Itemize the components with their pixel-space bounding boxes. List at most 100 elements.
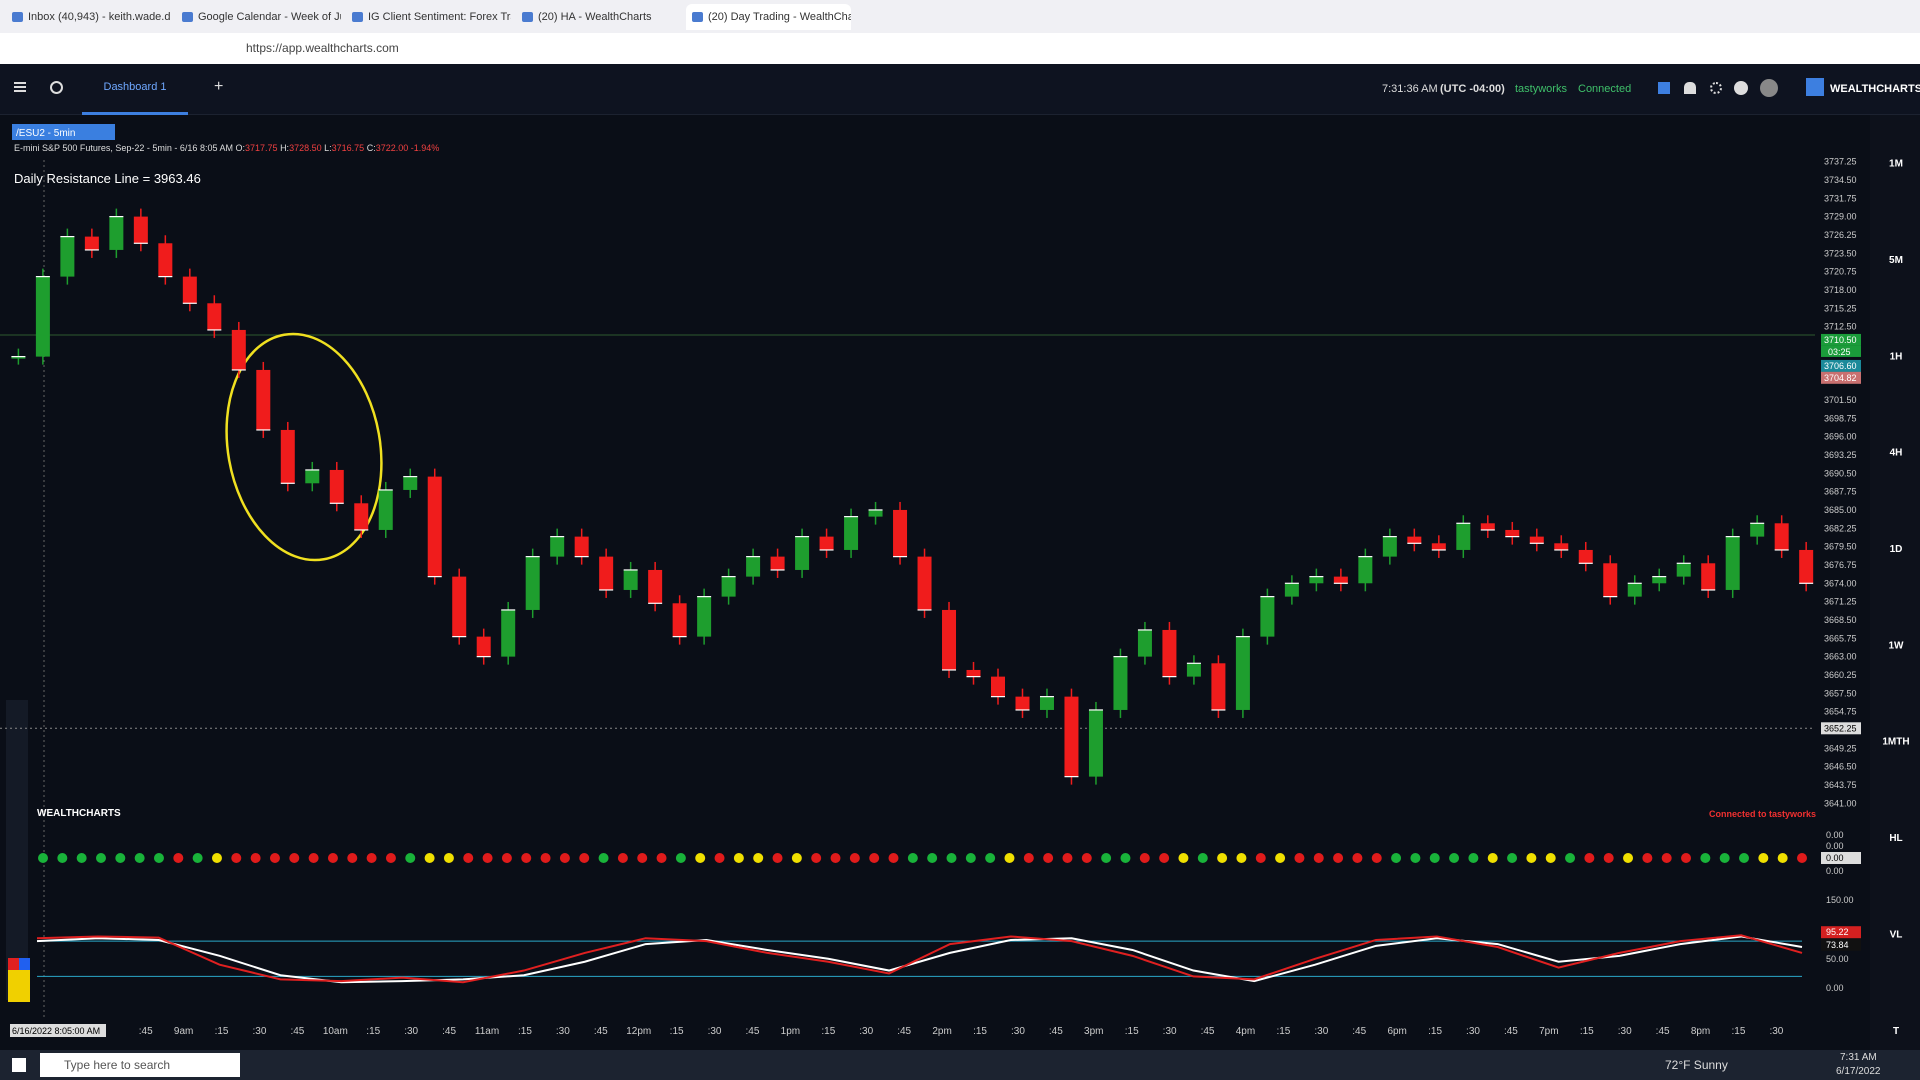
price-badge-label: 3706.60 [1824, 361, 1857, 371]
add-tab[interactable]: + [214, 78, 224, 95]
signal-dot [250, 853, 261, 863]
signal-dot [521, 853, 532, 863]
browser-tab[interactable]: IG Client Sentiment: Forex Trad [346, 4, 511, 30]
price-tick: 3731.75 [1824, 193, 1857, 203]
candle [1284, 583, 1299, 597]
signal-dot [134, 853, 145, 863]
settings-icon[interactable] [1710, 82, 1722, 94]
signal-dot [1797, 853, 1807, 863]
time-label: 1pm [781, 1026, 800, 1037]
url[interactable]: https://app.wealthcharts.com [246, 41, 399, 55]
dashboard-tab[interactable]: Dashboard 1 [82, 64, 188, 115]
browser-tab[interactable]: (20) HA - WealthCharts [516, 4, 681, 30]
time-label: :15 [1276, 1026, 1290, 1037]
search-icon[interactable] [50, 81, 63, 94]
tab-title: Google Calendar - Week of Jun [198, 11, 341, 23]
time-label: :30 [556, 1026, 570, 1037]
candle [721, 576, 736, 597]
candle [109, 216, 124, 250]
signal-dot [192, 853, 203, 863]
info-c: C: [367, 143, 376, 153]
signal-dot [1565, 853, 1576, 863]
candle [1358, 556, 1373, 584]
signal-dot [443, 853, 454, 863]
candle [648, 569, 663, 604]
price-tick: 3723.50 [1824, 248, 1857, 258]
symbol-box[interactable] [12, 124, 115, 140]
signal-dot [1371, 853, 1382, 863]
signal-dot [1468, 853, 1479, 863]
signal-dot [830, 853, 841, 863]
help-icon[interactable] [1734, 81, 1748, 95]
timeframe: 1D [1890, 544, 1903, 555]
price-tick: 3676.75 [1824, 560, 1857, 570]
signal-dot [1449, 853, 1460, 863]
color-tool-red [8, 958, 19, 970]
signal-dot [385, 853, 396, 863]
signal-dot [1101, 853, 1112, 863]
crosshair-label: 3652.25 [1824, 723, 1857, 733]
price-tick: 3715.25 [1824, 303, 1857, 313]
candle [1162, 629, 1177, 677]
save-icon[interactable] [1658, 82, 1670, 94]
signal-dot [907, 853, 918, 863]
signal-dot [675, 853, 686, 863]
browser-tab[interactable]: (20) Day Trading - WealthCharts [686, 4, 851, 30]
time-label: :30 [708, 1026, 722, 1037]
price-tick: 3696.00 [1824, 432, 1857, 442]
candle [452, 576, 467, 637]
candle [84, 236, 99, 250]
menu-icon[interactable] [14, 82, 26, 84]
price-tick: 3671.25 [1824, 597, 1857, 607]
price-tick: 3687.75 [1824, 487, 1857, 497]
info-change: -1.94% [411, 143, 440, 153]
taskbar-search[interactable]: Type here to search [40, 1053, 240, 1077]
signal-dot [1391, 853, 1402, 863]
price-tick: 3679.50 [1824, 542, 1857, 552]
signal-dot [1758, 853, 1769, 863]
candle [868, 509, 883, 517]
signal-dot [733, 853, 744, 863]
signal-dot [888, 853, 899, 863]
signal-dot [1507, 853, 1518, 863]
info-o: O: [235, 143, 245, 153]
signal-dot [1120, 853, 1131, 863]
brand: WEALTHCHARTS [1830, 83, 1920, 95]
signal-axis: 0.00 [1826, 853, 1844, 863]
signal-dot [1719, 853, 1730, 863]
tab-title: (20) HA - WealthCharts [538, 11, 652, 23]
signal-dot [1410, 853, 1421, 863]
osc-axis: 0.00 [1826, 983, 1844, 993]
osc-badge [1821, 938, 1861, 951]
time-label: 2pm [932, 1026, 951, 1037]
signal-dot [559, 853, 570, 863]
candle [1235, 636, 1250, 710]
avatar[interactable] [1760, 79, 1778, 97]
price-tick: 3643.75 [1824, 780, 1857, 790]
timeframe: VL [1890, 929, 1903, 940]
candle [1701, 563, 1716, 590]
browser-tab[interactable]: Google Calendar - Week of Jun [176, 4, 341, 30]
signal-dot [1623, 853, 1634, 863]
info-cv: 3722.00 [376, 143, 409, 153]
signal-dot [637, 853, 648, 863]
candle [525, 556, 540, 610]
signal-dot [1255, 853, 1266, 863]
signal-dot [76, 853, 87, 863]
candle [476, 636, 491, 657]
candle [770, 556, 785, 570]
time-label: :45 [139, 1026, 153, 1037]
timeframe: 1MTH [1882, 737, 1909, 748]
toolbar [6, 700, 28, 1000]
signal-dot [347, 853, 358, 863]
start-button[interactable] [12, 1058, 26, 1072]
signal-dot [1004, 853, 1015, 863]
price-tick: 3718.00 [1824, 285, 1857, 295]
signal-dot [1043, 853, 1054, 863]
candle [1799, 549, 1814, 584]
signal-dot [1236, 853, 1247, 863]
signal-dot [1487, 853, 1498, 863]
browser-tab[interactable]: Inbox (40,943) - keith.wade.d [6, 4, 171, 30]
signal-dot [1739, 853, 1750, 863]
bell-icon[interactable] [1684, 82, 1696, 94]
